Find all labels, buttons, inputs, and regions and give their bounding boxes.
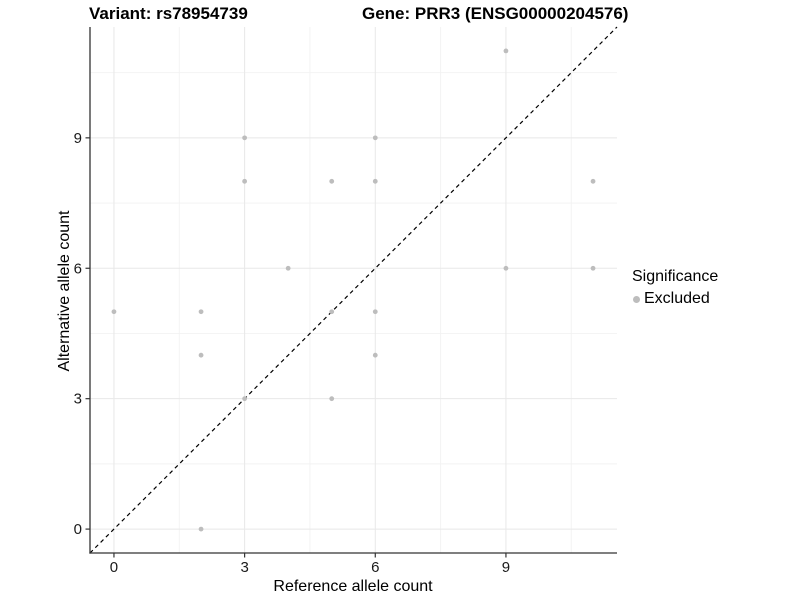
data-point [285, 265, 291, 271]
data-point [329, 178, 335, 184]
x-tick-label: 9 [502, 559, 510, 576]
data-point [590, 178, 596, 184]
y-tick-label: 3 [74, 391, 82, 408]
legend: Significance Excluded [632, 268, 718, 308]
y-tick-label: 6 [74, 260, 82, 277]
y-tick-label: 9 [74, 130, 82, 147]
data-point [242, 135, 248, 141]
data-point [242, 178, 248, 184]
data-point [503, 48, 509, 54]
x-tick-label: 0 [110, 559, 118, 576]
x-tick-label: 6 [371, 559, 379, 576]
legend-item-label: Excluded [644, 290, 710, 307]
data-point [198, 352, 204, 358]
data-point [372, 135, 378, 141]
data-point [590, 265, 596, 271]
data-point [503, 265, 509, 271]
data-point [372, 352, 378, 358]
data-point [198, 526, 204, 532]
x-axis-title: Reference allele count [273, 578, 433, 595]
identity-dashed-line [89, 26, 618, 554]
data-point [329, 309, 335, 315]
plot-title-variant: Variant: rs78954739 [89, 4, 248, 23]
legend-point-icon [633, 295, 640, 303]
data-point [242, 396, 248, 402]
y-tick-label: 0 [74, 521, 82, 538]
data-point [372, 178, 378, 184]
x-tick-label: 3 [240, 559, 248, 576]
data-point [372, 309, 378, 315]
legend-title: Significance [632, 268, 719, 285]
plot-title-gene: Gene: PRR3 (ENSG00000204576) [362, 4, 629, 23]
legend-item-excluded: Excluded [632, 290, 718, 308]
data-point [198, 309, 204, 315]
data-point [111, 309, 117, 315]
data-point [329, 396, 335, 402]
